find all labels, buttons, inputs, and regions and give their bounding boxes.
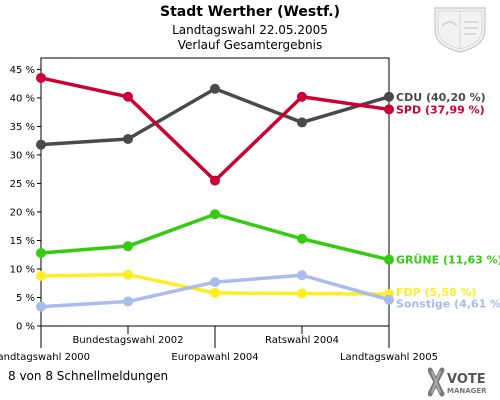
series-line-grüne bbox=[40, 212, 390, 262]
x-tick-label: Europawahl 2004 bbox=[171, 352, 258, 363]
data-point-spd bbox=[123, 91, 133, 102]
data-point-spd bbox=[36, 72, 46, 83]
data-point-spd bbox=[297, 91, 307, 102]
series-end-label-spd: SPD (37,99 %) bbox=[396, 103, 485, 116]
data-point-sonstige bbox=[210, 277, 220, 288]
y-tick-label: 15 % bbox=[10, 236, 35, 247]
data-point-grüne bbox=[210, 209, 220, 220]
chart-title: Stadt Werther (Westf.) bbox=[160, 4, 340, 20]
data-point-grüne bbox=[384, 254, 394, 265]
series-end-label-grüne: GRÜNE (11,63 %) bbox=[396, 253, 500, 267]
series-end-label-fdp: FDP (5,58 %) bbox=[396, 286, 477, 299]
series-end-label-sonstige: Sonstige (4,61 %) bbox=[396, 298, 500, 311]
votemanager-logo: VOTE MANAGER bbox=[428, 367, 487, 397]
data-point-grüne bbox=[297, 233, 307, 244]
logo-text-vote: VOTE bbox=[447, 372, 486, 387]
y-tick-label: 10 % bbox=[10, 264, 35, 275]
data-point-sonstige bbox=[297, 270, 307, 281]
data-point-fdp bbox=[210, 287, 220, 298]
series-end-label-cdu: CDU (40,20 %) bbox=[396, 91, 486, 104]
x-tick-label: Ratswahl 2004 bbox=[265, 335, 339, 346]
x-tick-label: Bundestagswahl 2002 bbox=[73, 335, 184, 346]
data-point-spd bbox=[384, 104, 394, 115]
data-point-cdu bbox=[36, 139, 46, 150]
coat-of-arms-icon bbox=[434, 7, 486, 53]
x-tick-label: Landtagswahl 2005 bbox=[340, 352, 438, 363]
data-point-cdu bbox=[123, 133, 133, 144]
x-tick-label: Landtagswahl 2000 bbox=[0, 352, 90, 363]
data-point-sonstige bbox=[123, 296, 133, 307]
y-tick-label: 40 % bbox=[10, 93, 35, 104]
chart-subtitle-election: Landtagswahl 22.05.2005 bbox=[172, 23, 328, 37]
y-tick-label: 0 % bbox=[16, 322, 35, 333]
data-point-cdu bbox=[297, 117, 307, 128]
chart-subtitle-description: Verlauf Gesamtergebnis bbox=[177, 38, 323, 52]
data-point-grüne bbox=[36, 248, 46, 259]
data-point-spd bbox=[210, 175, 220, 186]
data-point-fdp bbox=[36, 270, 46, 281]
data-point-sonstige bbox=[384, 294, 394, 305]
y-tick-label: 30 % bbox=[10, 150, 35, 161]
data-point-sonstige bbox=[36, 301, 46, 312]
y-tick-label: 35 % bbox=[10, 122, 35, 133]
data-point-grüne bbox=[123, 241, 133, 252]
data-point-cdu bbox=[210, 83, 220, 94]
series-line-cdu bbox=[40, 87, 390, 147]
y-tick-label: 25 % bbox=[10, 179, 35, 190]
data-point-fdp bbox=[297, 288, 307, 299]
y-tick-label: 20 % bbox=[10, 207, 35, 218]
logo-text-manager: MANAGER bbox=[447, 387, 487, 395]
y-tick-label: 5 % bbox=[16, 293, 35, 304]
y-tick-label: 45 % bbox=[10, 65, 35, 76]
data-point-fdp bbox=[123, 269, 133, 280]
data-point-cdu bbox=[384, 91, 394, 102]
report-status: 8 von 8 Schnellmeldungen bbox=[8, 369, 169, 383]
